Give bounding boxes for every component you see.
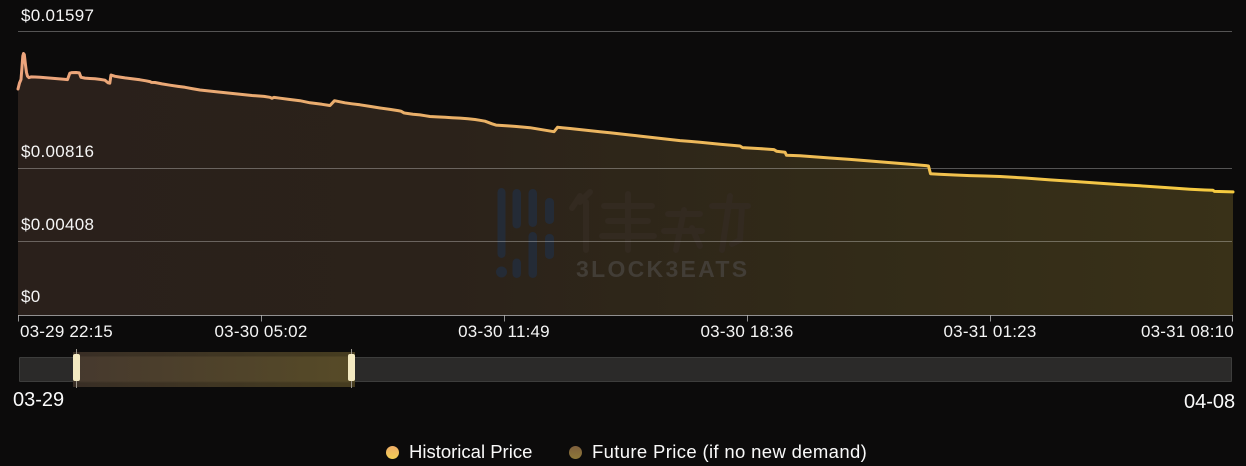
svg-text:3LOCK3EATS: 3LOCK3EATS	[576, 256, 749, 282]
